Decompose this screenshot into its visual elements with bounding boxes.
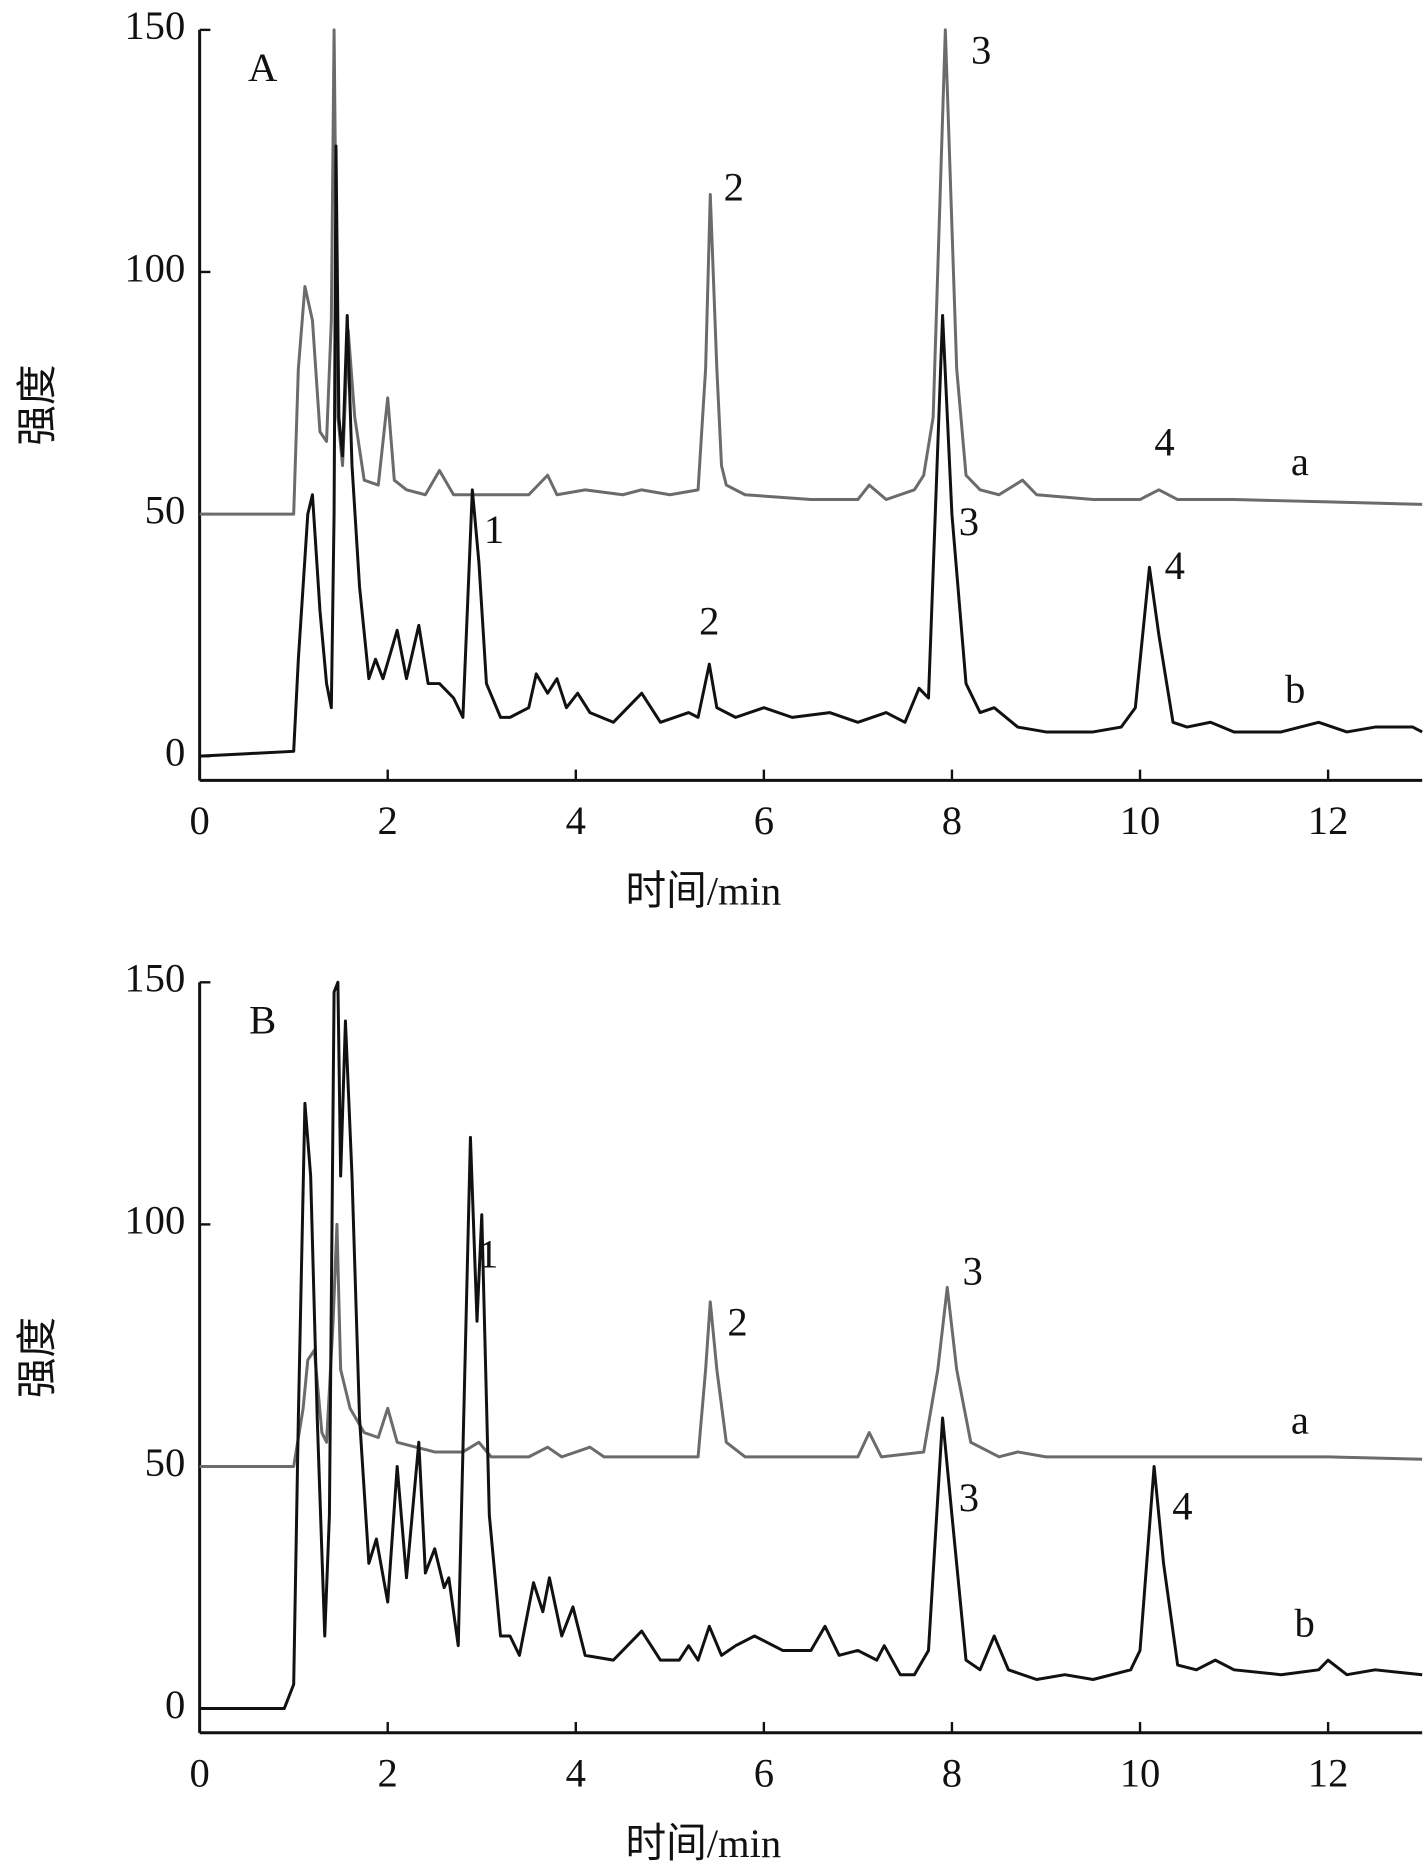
x-tick-label: 10: [1120, 1750, 1161, 1795]
y-tick-label: 50: [145, 1440, 186, 1485]
annotation: 2: [727, 1299, 747, 1344]
x-tick-label: 4: [566, 798, 586, 843]
annotation: 3: [959, 499, 979, 544]
x-tick-label: 12: [1308, 798, 1349, 843]
y-tick-label: 0: [165, 1682, 185, 1727]
annotation: 2: [699, 599, 719, 644]
x-tick-label: 4: [566, 1750, 586, 1795]
y-tick-label: 0: [165, 729, 185, 774]
annotation: 4: [1154, 420, 1174, 465]
x-tick-label: 0: [189, 798, 209, 843]
annotation: 3: [962, 1249, 982, 1294]
annotation: 1: [478, 1232, 498, 1277]
x-tick-label: 6: [754, 1750, 774, 1795]
x-tick-label: 8: [942, 798, 962, 843]
y-tick-label: 150: [124, 3, 185, 48]
x-tick-label: 0: [189, 1750, 209, 1795]
y-axis-label: 强度: [15, 364, 60, 445]
x-tick-label: 2: [378, 1750, 398, 1795]
panel-label: A: [248, 45, 278, 90]
annotation: 4: [1172, 1483, 1192, 1528]
x-tick-label: 12: [1308, 1750, 1349, 1795]
y-tick-label: 150: [124, 956, 185, 1001]
annotation: 1: [484, 507, 504, 552]
annotation: 2: [724, 164, 744, 209]
series-line: [199, 980, 1423, 1711]
x-tick-label: 10: [1120, 798, 1161, 843]
annotation: a: [1291, 439, 1309, 484]
annotation: 3: [971, 27, 991, 72]
series-line: [199, 28, 1423, 516]
y-tick-label: 100: [124, 245, 185, 290]
y-tick-label: 100: [124, 1198, 185, 1243]
x-tick-label: 8: [942, 1750, 962, 1795]
series-line: [199, 144, 1423, 758]
x-tick-label: 2: [378, 798, 398, 843]
y-tick-label: 50: [145, 487, 186, 532]
annotation: a: [1291, 1398, 1309, 1443]
annotation: 4: [1165, 543, 1185, 588]
x-tick-label: 6: [754, 798, 774, 843]
panel-label: B: [249, 997, 276, 1042]
x-axis-label: 时间/min: [625, 868, 781, 913]
annotation: b: [1294, 1601, 1314, 1646]
annotation: 3: [959, 1475, 979, 1520]
series-line: [199, 1222, 1423, 1469]
annotation: b: [1285, 667, 1305, 712]
x-axis-label: 时间/min: [625, 1821, 781, 1866]
y-axis-label: 强度: [15, 1317, 60, 1398]
